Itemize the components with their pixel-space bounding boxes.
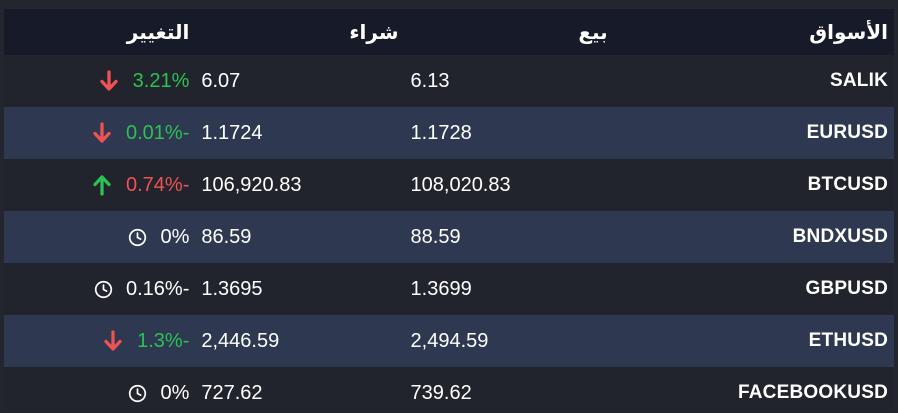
- sell-price: 6.13: [410, 69, 450, 92]
- clock-icon: [94, 280, 113, 299]
- change-cell: 0.01%-: [4, 107, 195, 159]
- sell-price: 88.59: [410, 225, 461, 248]
- table-row[interactable]: ETHUSD 2,494.59 2,446.59 1.3%-: [4, 315, 894, 367]
- table-row[interactable]: GBPUSD 1.3699 1.3695 0.16%-: [4, 263, 894, 315]
- header-buy: شراء: [349, 21, 399, 44]
- clock-icon: [128, 384, 147, 403]
- change-value: 0.01%-: [126, 121, 190, 144]
- buy-price: 1.1724: [201, 121, 263, 144]
- change-cell: 1.3%-: [4, 315, 195, 367]
- arrow-down-icon: [102, 329, 124, 353]
- header-sell: بيع: [578, 21, 608, 44]
- buy-price: 1.3695: [201, 277, 263, 300]
- market-symbol: BNDXUSD: [792, 226, 888, 247]
- buy-price: 6.07: [201, 69, 241, 92]
- buy-price: 727.62: [201, 381, 263, 404]
- header-change: التغيير: [126, 21, 190, 44]
- sell-price: 108,020.83: [410, 173, 511, 196]
- table-row[interactable]: BTCUSD 108,020.83 106,920.83 0.74%-: [4, 159, 894, 211]
- change-cell: 0%: [4, 211, 195, 263]
- buy-price: 2,446.59: [201, 329, 280, 352]
- arrow-down-icon: [91, 121, 113, 145]
- table-row[interactable]: FACEBOOKUSD 739.62 727.62 0%: [4, 367, 894, 410]
- sell-price: 1.3699: [410, 277, 472, 300]
- buy-price: 86.59: [201, 225, 252, 248]
- table-body: SALIK 6.13 6.07 3.21% EURUSD 1.1728 1.17…: [4, 55, 894, 410]
- sell-price: 1.1728: [410, 121, 472, 144]
- change-cell: 0.74%-: [4, 159, 195, 211]
- market-symbol: SALIK: [830, 70, 888, 91]
- change-value: 1.3%-: [137, 329, 190, 352]
- market-watch-table: الأسواق بيع شراء التغيير SALIK 6.13 6.07…: [4, 9, 894, 410]
- change-cell: 0.16%-: [4, 263, 195, 315]
- change-cell: 3.21%: [4, 55, 195, 107]
- table-header: الأسواق بيع شراء التغيير: [4, 9, 894, 55]
- market-symbol: GBPUSD: [805, 278, 888, 299]
- sell-price: 739.62: [410, 381, 472, 404]
- market-symbol: BTCUSD: [807, 174, 888, 195]
- market-symbol: EURUSD: [806, 122, 888, 143]
- change-value: 0.74%-: [126, 173, 190, 196]
- market-symbol: ETHUSD: [808, 330, 888, 351]
- arrow-up-icon: [91, 173, 113, 197]
- header-markets: الأسواق: [809, 21, 888, 44]
- change-value: 0.16%-: [126, 277, 190, 300]
- table-row[interactable]: EURUSD 1.1728 1.1724 0.01%-: [4, 107, 894, 159]
- arrow-down-icon: [98, 69, 120, 93]
- buy-price: 106,920.83: [201, 173, 302, 196]
- table-row[interactable]: SALIK 6.13 6.07 3.21%: [4, 55, 894, 107]
- clock-icon: [128, 228, 147, 247]
- sell-price: 2,494.59: [410, 329, 489, 352]
- change-value: 0%: [160, 225, 190, 248]
- change-value: 0%: [160, 381, 190, 404]
- change-value: 3.21%: [132, 69, 190, 92]
- change-cell: 0%: [4, 367, 195, 410]
- market-symbol: FACEBOOKUSD: [738, 382, 888, 403]
- table-row[interactable]: BNDXUSD 88.59 86.59 0%: [4, 211, 894, 263]
